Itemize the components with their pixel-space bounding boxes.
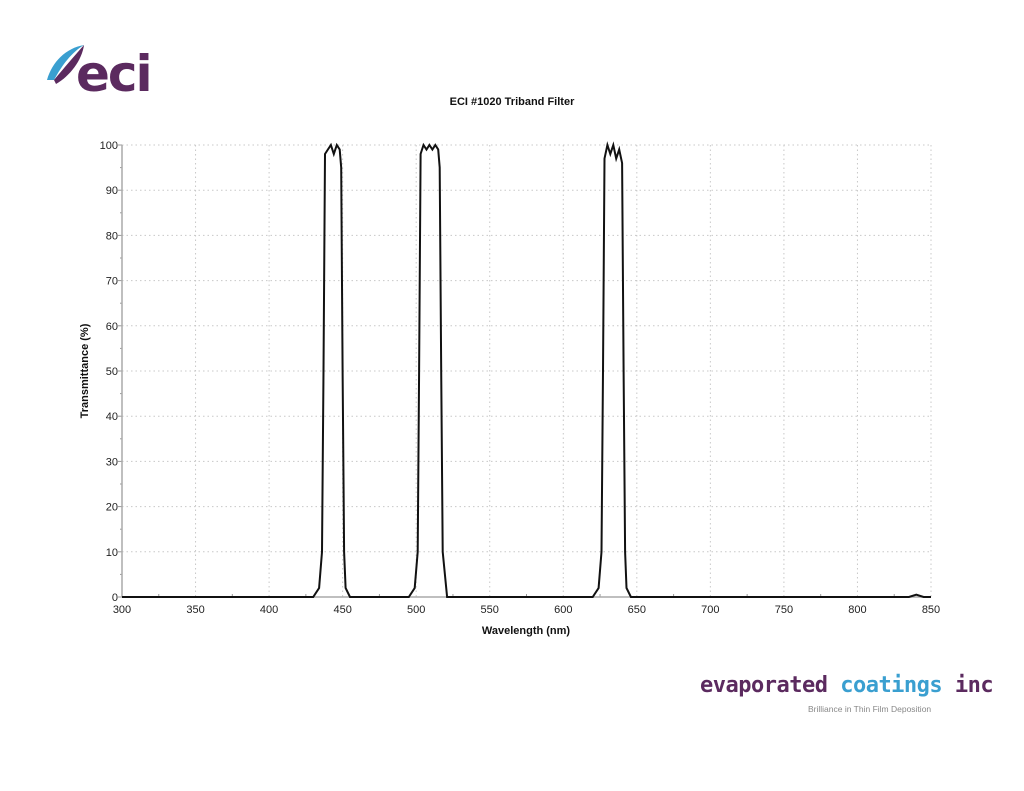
x-tick-label: 400 [260,604,278,616]
brand-wordmark: evaporated coatings inc [700,673,994,698]
y-tick-label: 10 [106,547,118,559]
logo-text: eci [76,45,153,103]
x-tick-label: 600 [554,604,572,616]
chart-title: ECI #1020 Triband Filter [449,96,575,108]
x-tick-label: 450 [333,604,351,616]
x-axis-label: Wavelength (nm) [482,625,571,637]
y-tick-label: 20 [106,502,118,514]
y-tick-label: 100 [100,140,118,152]
x-tick-label: 350 [186,604,204,616]
tick-labels: 0 10 20 30 40 50 60 70 80 90 100 300 350 400 450 500 550… [100,140,941,616]
y-tick-label: 80 [106,230,118,242]
y-tick-label: 50 [106,366,118,378]
gridlines [122,144,932,597]
y-tick-label: 40 [106,411,118,423]
x-tick-label: 500 [407,604,425,616]
brand-tagline: Brilliance in Thin Film Deposition [808,704,932,714]
y-tick-label: 0 [112,592,118,604]
eci-logo [44,40,154,105]
brand-evaporated: evaporated [700,673,841,698]
x-tick-label: 750 [775,604,793,616]
brand-inc: inc [942,673,994,698]
x-tick-label: 800 [848,604,866,616]
x-tick-label: 650 [628,604,646,616]
x-tick-label: 300 [113,604,131,616]
transmittance-curve [122,141,931,598]
y-tick-label: 60 [106,321,118,333]
y-tick-label: 70 [106,276,118,288]
brand-coatings: coatings [840,673,943,698]
logo-swoosh-icon [47,45,84,84]
y-tick-label: 30 [106,456,118,468]
x-tick-label: 550 [481,604,499,616]
y-tick-label: 90 [106,185,118,197]
x-tick-label: 700 [701,604,719,616]
y-axis-label: Transmittance (%) [79,323,91,418]
x-tick-label: 850 [922,604,940,616]
